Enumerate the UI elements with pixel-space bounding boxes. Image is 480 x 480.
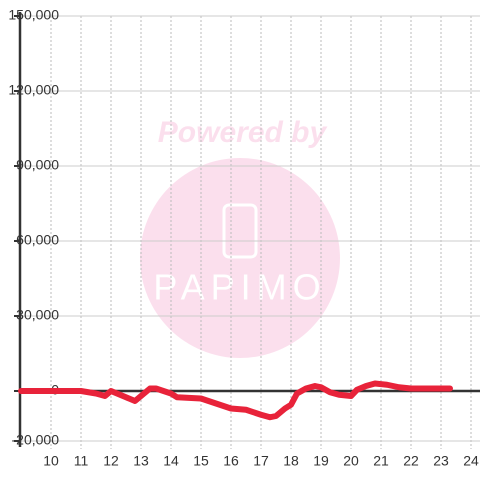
x-tick-label: 24: [463, 453, 479, 469]
y-tick-label: -20,000: [12, 432, 60, 448]
y-tick-label: 90,000: [16, 157, 59, 173]
x-tick-label: 12: [103, 453, 119, 469]
watermark: Powered by PAPIMO: [140, 116, 340, 358]
x-tick-label: 23: [433, 453, 449, 469]
y-tick-label: 30,000: [16, 307, 59, 323]
x-tick-label: 17: [253, 453, 269, 469]
watermark-text: Powered by: [158, 116, 328, 149]
x-tick-label: 14: [163, 453, 179, 469]
x-tick-label: 11: [74, 453, 89, 469]
x-tick-label: 22: [403, 453, 419, 469]
y-tick-label: 150,000: [8, 7, 59, 23]
watermark-circle: [140, 158, 340, 358]
x-tick-label: 20: [343, 453, 359, 469]
x-tick-label: 19: [313, 453, 329, 469]
x-tick-label: 10: [43, 453, 59, 469]
watermark-logo: PAPIMO: [153, 267, 326, 308]
x-tick-label: 15: [193, 453, 209, 469]
x-tick-label: 16: [223, 453, 239, 469]
data-line: [18, 380, 453, 421]
watermark-icon: [222, 203, 258, 259]
y-tick-label: 60,000: [16, 232, 59, 248]
y-tick-label: 120,000: [8, 82, 59, 98]
x-tick-label: 13: [133, 453, 149, 469]
x-tick-label: 18: [283, 453, 299, 469]
x-tick-label: 21: [373, 453, 389, 469]
